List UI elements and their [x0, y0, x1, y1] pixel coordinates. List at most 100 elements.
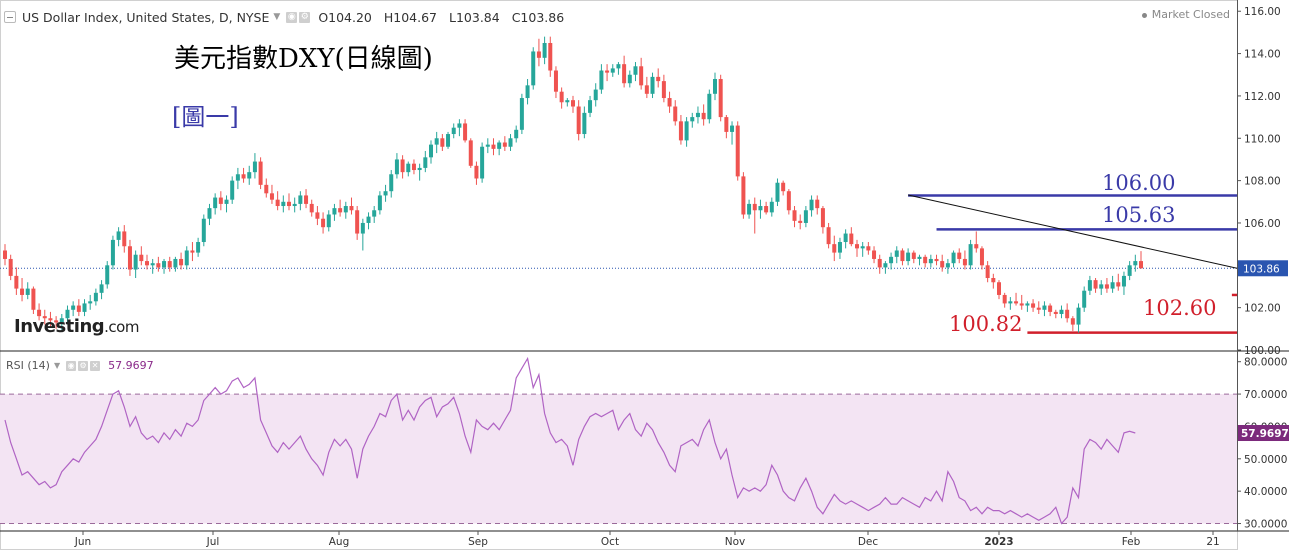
- candle-body: [894, 250, 899, 257]
- candle-body: [48, 318, 53, 321]
- price-tick-label: 110.00: [1244, 133, 1281, 145]
- candle-body: [31, 288, 36, 310]
- candle: [900, 248, 905, 266]
- candle: [752, 197, 757, 234]
- candle: [815, 195, 820, 215]
- price-panel: 106.00 105.63 102.60 100.82: [0, 36, 1238, 336]
- candle-body: [201, 218, 206, 243]
- rsi-visibility-icon[interactable]: ◉: [66, 360, 77, 371]
- candle-body: [1070, 318, 1075, 325]
- close-value: C103.86: [511, 9, 565, 25]
- candle-body: [247, 172, 252, 179]
- candle-body: [968, 244, 973, 266]
- candle: [639, 57, 644, 90]
- candle-body: [531, 51, 536, 86]
- chevron-down-icon[interactable]: ▼: [273, 12, 281, 22]
- candle: [826, 222, 831, 249]
- candle: [14, 267, 19, 295]
- price-tick-label: 112.00: [1244, 91, 1281, 103]
- settings-icon[interactable]: ⚙: [299, 11, 311, 23]
- candle: [803, 206, 808, 228]
- candle: [93, 288, 98, 306]
- collapse-icon[interactable]: [4, 11, 16, 23]
- candle-body: [491, 144, 496, 149]
- candle: [196, 237, 201, 257]
- rsi-label[interactable]: RSI (14): [6, 359, 50, 372]
- candle: [1002, 292, 1007, 308]
- axes-layer: 116.00114.00112.00110.00108.00106.00104.…: [74, 6, 1289, 548]
- candle: [945, 258, 950, 274]
- candle: [542, 36, 547, 65]
- candle: [275, 191, 280, 211]
- candle: [576, 100, 581, 141]
- candle: [31, 286, 36, 315]
- candle: [105, 261, 110, 289]
- candle-body: [769, 201, 774, 213]
- candle-body: [116, 231, 121, 240]
- visibility-icon[interactable]: ◉: [286, 11, 298, 23]
- candle: [110, 235, 115, 270]
- candle: [889, 252, 894, 270]
- candle: [76, 299, 81, 317]
- candle-body: [99, 284, 104, 293]
- candle: [127, 239, 132, 276]
- candle: [235, 167, 240, 190]
- candle-body: [622, 64, 627, 84]
- rsi-settings-icon[interactable]: ⚙: [78, 360, 89, 371]
- candle: [860, 242, 865, 257]
- last-price-tag: [1238, 260, 1288, 277]
- candle-body: [991, 278, 996, 283]
- candle: [837, 237, 842, 259]
- candle-body: [923, 256, 928, 264]
- rsi-chevron-down-icon[interactable]: ▼: [53, 361, 61, 370]
- candle-body: [190, 250, 195, 253]
- candle: [355, 206, 360, 240]
- candle-body: [519, 98, 524, 130]
- candle: [832, 235, 837, 262]
- candle-body: [1048, 305, 1053, 312]
- candle-body: [156, 263, 161, 268]
- candle: [855, 239, 859, 257]
- rsi-close-icon[interactable]: ✕: [90, 360, 101, 371]
- candle: [213, 193, 218, 215]
- candle: [446, 131, 451, 149]
- candle: [457, 119, 462, 137]
- candle: [559, 87, 564, 109]
- candle-body: [167, 261, 172, 268]
- candle-body: [957, 252, 962, 259]
- candle-body: [281, 201, 286, 207]
- candle-body: [196, 242, 201, 253]
- open-value: O104.20: [318, 9, 372, 25]
- candle-body: [889, 256, 894, 264]
- candle-body: [184, 250, 189, 266]
- candle-body: [292, 203, 297, 207]
- candle-body: [446, 134, 451, 147]
- candle: [184, 246, 189, 270]
- candle-body: [553, 70, 558, 92]
- candle: [372, 206, 377, 223]
- candle: [167, 256, 172, 272]
- candle: [474, 161, 479, 185]
- candle-body: [650, 76, 655, 94]
- x-tick-label: 2023: [984, 536, 1013, 548]
- logo-main: Investing: [14, 316, 105, 337]
- candle-body: [576, 106, 581, 135]
- candle-body: [139, 254, 144, 262]
- candle-body: [1002, 294, 1007, 304]
- candle: [54, 316, 59, 329]
- symbol-label[interactable]: US Dollar Index, United States, D, NYSE: [22, 9, 270, 25]
- candle-body: [275, 199, 280, 207]
- candle: [1048, 303, 1053, 317]
- candle: [1139, 251, 1143, 269]
- candle-body: [752, 203, 757, 211]
- candle-body: [82, 303, 87, 312]
- candle-body: [809, 199, 814, 211]
- candle-body: [394, 159, 399, 175]
- candle: [656, 68, 661, 88]
- candle: [463, 119, 468, 143]
- candle: [735, 121, 740, 181]
- candle: [1121, 271, 1126, 295]
- candle: [616, 62, 621, 75]
- candle-body: [235, 174, 240, 181]
